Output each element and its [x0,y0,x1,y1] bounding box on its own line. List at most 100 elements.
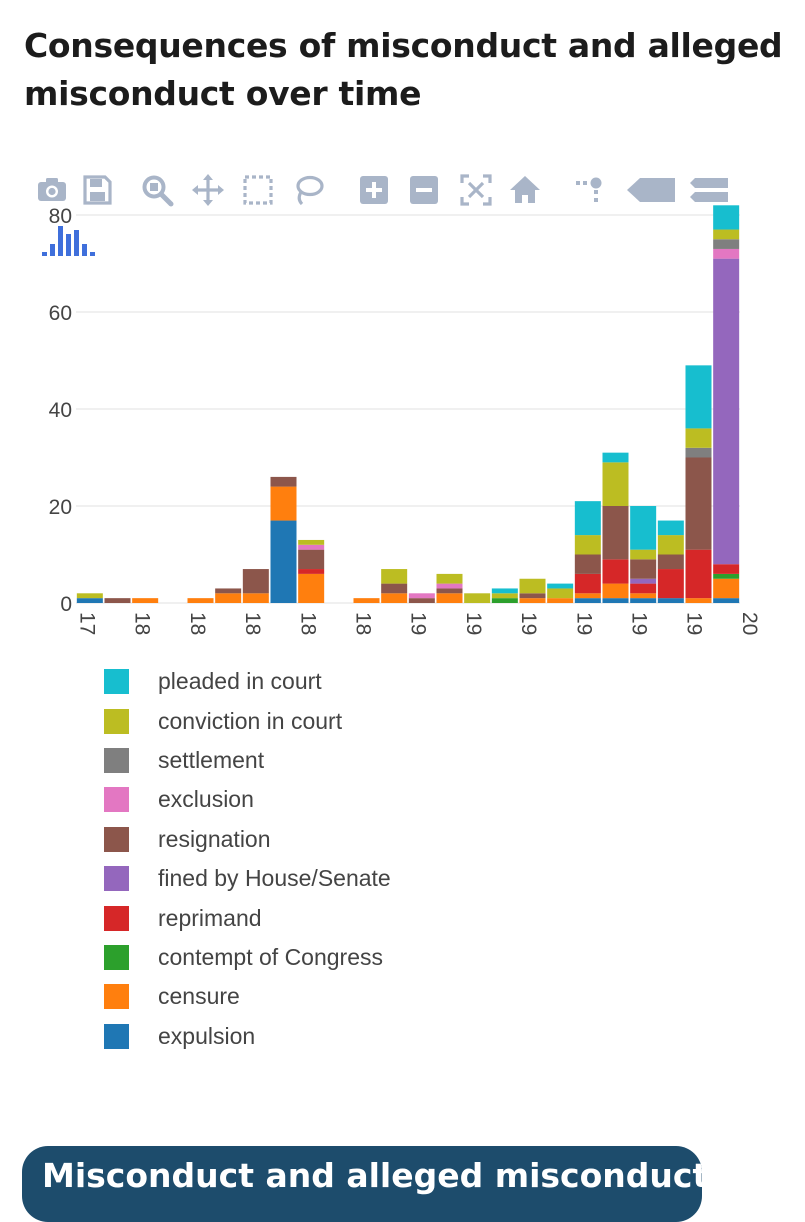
legend-item-fined-by-house-senate[interactable]: fined by House/Senate [104,859,704,898]
bar-resignation[interactable] [602,506,629,560]
lasso-select-icon[interactable] [288,170,328,210]
bar-conviction-in-court[interactable] [464,593,491,603]
bar-exclusion[interactable] [298,544,325,550]
bar-resignation[interactable] [298,549,325,570]
bar-pleaded-in-court[interactable] [602,452,629,463]
box-select-icon[interactable] [238,170,278,210]
bar-resignation[interactable] [270,476,297,487]
bar-censure[interactable] [713,578,740,599]
bar-pleaded-in-court[interactable] [491,588,518,594]
bar-expulsion[interactable] [602,598,629,603]
bar-settlement[interactable] [685,447,712,458]
section-banner[interactable]: Misconduct and alleged misconduct [22,1146,702,1222]
bar-censure[interactable] [436,593,463,603]
bar-fined-by-house-senate[interactable] [630,578,657,584]
bar-censure[interactable] [298,573,325,603]
bar-expulsion[interactable] [657,598,684,603]
bar-pleaded-in-court[interactable] [547,583,574,589]
bar-pleaded-in-court[interactable] [657,520,684,536]
bar-censure[interactable] [574,593,601,599]
bar-pleaded-in-court[interactable] [630,506,657,550]
bar-resignation[interactable] [381,583,408,594]
bar-conviction-in-court[interactable] [574,535,601,555]
zoom-in-icon[interactable] [354,170,394,210]
bar-conviction-in-court[interactable] [491,593,518,599]
legend-item-reprimand[interactable]: reprimand [104,898,704,937]
zoom-out-icon[interactable] [404,170,444,210]
bar-censure[interactable] [630,593,657,599]
reset-axes-icon[interactable] [505,170,545,210]
bar-reprimand[interactable] [574,573,601,594]
bar-exclusion[interactable] [436,583,463,589]
bar-censure[interactable] [270,486,297,521]
bar-reprimand[interactable] [602,559,629,584]
bar-conviction-in-court[interactable] [685,428,712,448]
bar-resignation[interactable] [574,554,601,574]
bar-contempt-of-congress[interactable] [713,573,740,579]
bar-settlement[interactable] [713,239,740,249]
autoscale-icon[interactable] [456,170,496,210]
bar-exclusion[interactable] [713,248,740,259]
bar-censure[interactable] [547,598,574,603]
hover-closest-icon[interactable] [624,170,678,210]
bar-reprimand[interactable] [298,569,325,574]
legend-item-expulsion[interactable]: expulsion [104,1017,704,1056]
legend-item-contempt-of-congress[interactable]: contempt of Congress [104,938,704,977]
bar-resignation[interactable] [685,457,712,550]
legend-item-exclusion[interactable]: exclusion [104,780,704,819]
bar-reprimand[interactable] [713,564,740,574]
bar-pleaded-in-court[interactable] [713,205,740,230]
bar-conviction-in-court[interactable] [76,593,103,599]
bar-censure[interactable] [132,598,159,603]
bar-conviction-in-court[interactable] [630,549,657,560]
legend-item-pleaded-in-court[interactable]: pleaded in court [104,662,704,701]
bar-resignation[interactable] [657,554,684,570]
bar-conviction-in-court[interactable] [547,588,574,599]
save-icon[interactable] [77,170,117,210]
bar-censure[interactable] [242,593,269,603]
legend-item-censure[interactable]: censure [104,977,704,1016]
bar-expulsion[interactable] [76,598,103,603]
bar-reprimand[interactable] [685,549,712,599]
bar-resignation[interactable] [408,598,435,603]
legend-item-resignation[interactable]: resignation [104,820,704,859]
bar-conviction-in-court[interactable] [519,578,546,594]
bar-resignation[interactable] [519,593,546,599]
bar-conviction-in-court[interactable] [602,462,629,506]
legend-item-conviction-in-court[interactable]: conviction in court [104,701,704,740]
legend-item-settlement[interactable]: settlement [104,741,704,780]
camera-icon[interactable] [32,170,72,210]
bar-censure[interactable] [353,598,380,603]
bar-pleaded-in-court[interactable] [574,501,601,536]
zoom-icon[interactable] [137,170,177,210]
bar-expulsion[interactable] [630,598,657,603]
bar-censure[interactable] [519,598,546,603]
bar-expulsion[interactable] [270,520,297,603]
bar-censure[interactable] [187,598,214,603]
bar-conviction-in-court[interactable] [657,535,684,555]
bar-conviction-in-court[interactable] [436,573,463,584]
bar-expulsion[interactable] [574,598,601,603]
bar-pleaded-in-court[interactable] [685,365,712,429]
bar-conviction-in-court[interactable] [713,229,740,240]
bar-resignation[interactable] [436,588,463,594]
pan-icon[interactable] [188,170,228,210]
bar-conviction-in-court[interactable] [298,539,325,545]
plotly-logo-icon[interactable] [40,222,96,258]
bar-censure[interactable] [602,583,629,599]
hover-compare-icon[interactable] [690,170,730,210]
bar-censure[interactable] [215,593,242,603]
bar-resignation[interactable] [630,559,657,579]
bar-reprimand[interactable] [657,569,684,599]
bar-expulsion[interactable] [713,598,740,603]
bar-fined-by-house-senate[interactable] [713,258,740,565]
bar-censure[interactable] [381,593,408,603]
bar-resignation[interactable] [104,598,131,603]
bar-conviction-in-court[interactable] [381,569,408,584]
spike-lines-icon[interactable] [569,170,609,210]
bar-resignation[interactable] [242,569,269,594]
bar-resignation[interactable] [215,588,242,594]
bar-reprimand[interactable] [630,583,657,594]
bar-exclusion[interactable] [408,593,435,599]
bar-censure[interactable] [685,598,712,603]
